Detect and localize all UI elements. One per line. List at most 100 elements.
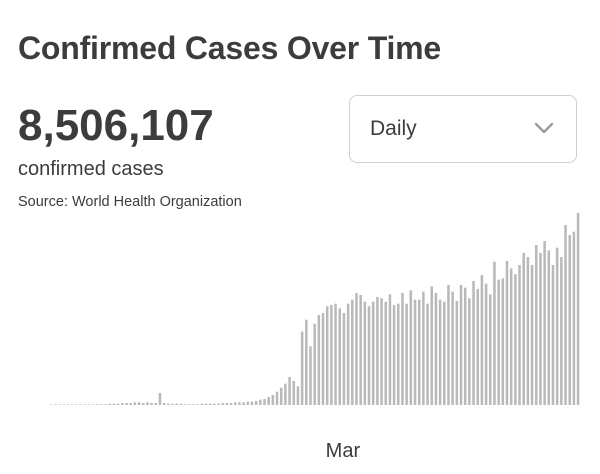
bar [388, 294, 392, 405]
bar [100, 404, 103, 405]
bar [305, 319, 308, 405]
bar [129, 403, 132, 405]
bar [179, 403, 183, 405]
bar [455, 301, 459, 405]
bar [434, 293, 438, 405]
bar [451, 291, 454, 405]
bar [137, 402, 141, 405]
bar [158, 393, 162, 405]
bar [363, 301, 367, 405]
bar [284, 383, 287, 405]
bar [568, 235, 571, 405]
bar [95, 404, 99, 405]
page-title: Confirmed Cases Over Time [18, 30, 442, 66]
bar [338, 308, 342, 405]
bar [405, 303, 408, 405]
bar [397, 303, 400, 405]
bar [221, 403, 224, 405]
bar [292, 381, 296, 405]
bar [351, 299, 354, 405]
x-axis-ticks: Mar [326, 440, 361, 462]
cases-bar-chart: Mar [50, 213, 580, 462]
bar [539, 253, 542, 405]
bar [321, 313, 325, 405]
bar [459, 285, 463, 405]
bar [355, 293, 358, 405]
bar [409, 290, 413, 405]
bar [401, 293, 404, 405]
bar [413, 299, 417, 405]
bar [125, 403, 128, 405]
x-tick-label: Mar [326, 440, 361, 462]
bar [560, 257, 563, 405]
bar [271, 395, 275, 405]
bar [300, 331, 304, 405]
bar [279, 387, 283, 405]
bar [112, 403, 116, 405]
bar [296, 386, 300, 405]
total-cases-value: 8,506,107 [18, 101, 214, 150]
bar [254, 401, 258, 405]
bar [547, 250, 551, 405]
bar [489, 294, 492, 405]
bar [514, 274, 517, 405]
bar [313, 323, 316, 405]
bar [384, 301, 387, 405]
bar [480, 275, 484, 405]
bar [417, 299, 421, 405]
bar [472, 281, 475, 405]
bar [213, 403, 216, 405]
bar [217, 403, 220, 405]
bar [267, 397, 270, 405]
bar [334, 303, 337, 405]
bar [192, 404, 195, 405]
bar [367, 306, 371, 405]
bar [196, 404, 199, 405]
bar [530, 265, 534, 405]
bar [66, 404, 70, 405]
bar [422, 291, 425, 405]
interval-dropdown[interactable]: Daily [349, 95, 577, 163]
bar [208, 403, 212, 405]
bar [493, 261, 496, 405]
bar [250, 401, 254, 405]
source-attribution: Source: World Health Organization [18, 194, 242, 210]
bar [50, 404, 53, 405]
bar [430, 286, 433, 405]
bar [200, 403, 204, 405]
bar [233, 402, 237, 405]
bar [426, 303, 429, 405]
bar [551, 265, 555, 405]
bar [133, 402, 137, 405]
bar [288, 377, 291, 405]
bar [242, 402, 245, 405]
bar [325, 306, 329, 405]
bar [275, 391, 279, 405]
bar [463, 287, 467, 405]
bar [376, 297, 379, 405]
bar [79, 404, 82, 405]
bar [154, 403, 158, 405]
bar [54, 404, 57, 405]
bar [75, 404, 78, 405]
chevron-down-icon [534, 122, 554, 134]
bar [70, 404, 74, 405]
bar [572, 231, 576, 405]
bar [141, 403, 145, 405]
bar [116, 403, 120, 405]
bar [447, 285, 450, 405]
bar [183, 404, 187, 405]
bar [175, 403, 178, 405]
bar [555, 247, 559, 405]
bar [263, 399, 266, 405]
bar [342, 313, 346, 405]
bar [162, 403, 166, 405]
bar [229, 403, 233, 405]
bar [346, 303, 350, 405]
bar [468, 298, 471, 405]
bar [62, 404, 66, 405]
bar [509, 268, 513, 405]
bar [259, 399, 262, 405]
bar [104, 404, 107, 405]
bar [526, 257, 530, 405]
